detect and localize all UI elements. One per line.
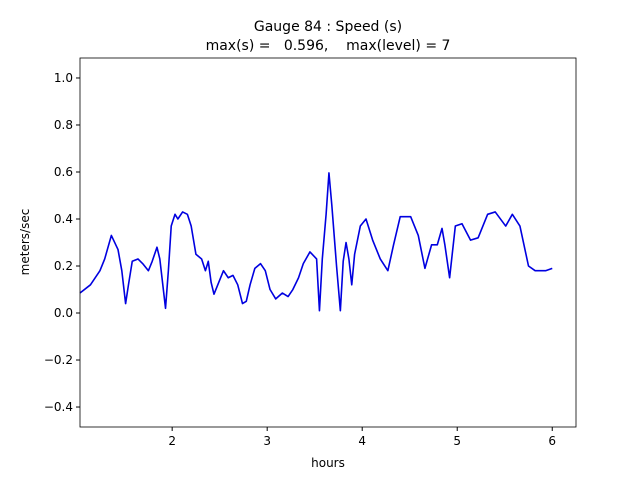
- x-tick-label: 6: [548, 434, 556, 448]
- chart-title: Gauge 84 : Speed (s): [254, 19, 402, 35]
- y-tick-label: 0.8: [54, 118, 73, 132]
- y-tick-label: 0.2: [54, 259, 73, 273]
- y-tick-label: 1.0: [54, 71, 73, 85]
- y-tick-label: −0.2: [44, 353, 73, 367]
- y-tick-label: 0.0: [54, 306, 73, 320]
- x-tick-label: 4: [358, 434, 366, 448]
- x-axis-label: hours: [311, 456, 345, 470]
- y-axis-label: meters/sec: [18, 209, 32, 276]
- y-tick-label: −0.4: [44, 400, 73, 414]
- plot-frame: [79, 57, 577, 428]
- x-tick-label: 5: [453, 434, 461, 448]
- x-tick-label: 2: [168, 434, 176, 448]
- y-tick-label: 0.6: [54, 165, 73, 179]
- y-tick-label: 0.4: [54, 212, 73, 226]
- x-tick-label: 3: [263, 434, 271, 448]
- data-line: [79, 172, 553, 312]
- chart-subtitle: max(s) = 0.596, max(level) = 7: [206, 38, 451, 54]
